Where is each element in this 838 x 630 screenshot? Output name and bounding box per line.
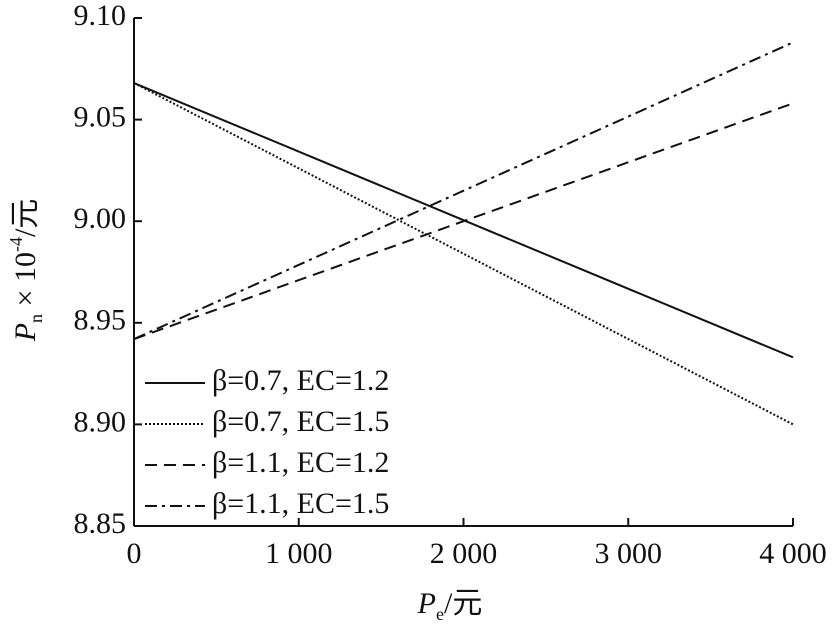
x-axis-label: Pe/元 (417, 587, 483, 624)
y-label-superscript: -4 (6, 237, 26, 252)
x-label-unit: /元 (444, 587, 482, 620)
x-tick-label: 0 (127, 537, 142, 570)
x-tick-label: 1 000 (265, 537, 333, 570)
y-label-unit: /元 (9, 199, 42, 237)
x-tick-label: 4 000 (759, 537, 827, 570)
y-label-subscript: n (26, 314, 46, 323)
y-label-symbol: P (9, 323, 42, 342)
y-tick-label: 9.10 (74, 0, 127, 32)
y-label-multiplier: × 10 (9, 252, 42, 314)
y-tick-label: 8.95 (74, 304, 127, 337)
y-tick-label: 9.05 (74, 100, 127, 133)
y-axis-label: Pn × 10-4/元 (6, 199, 46, 343)
x-tick-label: 3 000 (595, 537, 663, 570)
x-label-subscript: e (436, 604, 444, 624)
x-label-symbol: P (417, 587, 436, 620)
series-line (133, 41, 794, 340)
legend-label: β=1.1, EC=1.5 (212, 487, 389, 520)
y-tick-label: 9.00 (74, 202, 127, 235)
y-tick-label: 8.90 (74, 405, 127, 438)
series-line (133, 102, 794, 340)
legend-label: β=0.7, EC=1.2 (212, 364, 389, 397)
legend-label: β=0.7, EC=1.5 (212, 405, 389, 438)
x-tick-label: 2 000 (430, 537, 498, 570)
y-tick-label: 8.85 (74, 507, 127, 540)
legend-label: β=1.1, EC=1.2 (212, 446, 389, 479)
